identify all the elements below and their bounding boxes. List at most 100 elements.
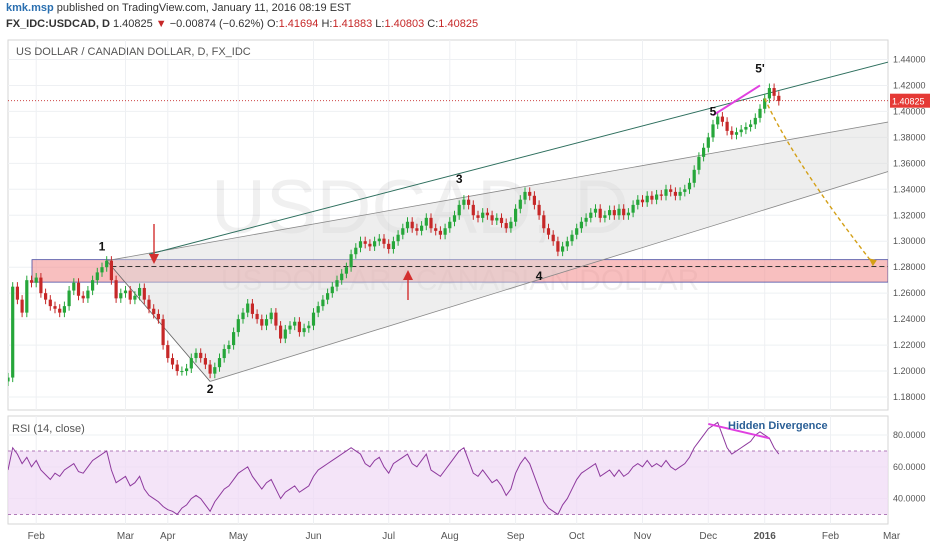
x-tick-label: Feb	[28, 531, 46, 542]
candle-body	[368, 243, 372, 247]
candle-body	[170, 358, 175, 365]
candle-body	[72, 282, 76, 291]
y-tick-label: 1.44000	[893, 54, 926, 64]
candle-body	[335, 280, 339, 287]
candle-body	[236, 319, 240, 333]
x-tick-label: Mar	[117, 531, 135, 542]
candle-body	[274, 312, 278, 326]
x-tick-label: Feb	[822, 531, 840, 542]
candle-body	[556, 241, 560, 252]
candle-body	[608, 210, 612, 216]
rsi-title: RSI (14, close)	[12, 423, 85, 435]
candle-body	[340, 273, 344, 281]
y-tick-label: 1.36000	[893, 158, 926, 168]
candle-body	[180, 371, 184, 373]
x-tick-label: Apr	[160, 531, 176, 542]
y-tick-label: 1.30000	[893, 236, 926, 246]
candle-body	[62, 306, 66, 313]
rsi-band	[8, 450, 888, 515]
high-value: 1.41883	[332, 18, 373, 30]
candle-body	[598, 208, 602, 218]
candle-body	[706, 137, 710, 148]
candle-body	[217, 358, 222, 368]
candle-body	[166, 345, 170, 359]
published-text: published on TradingView.com, January 11…	[56, 2, 352, 14]
candle-body	[138, 287, 142, 296]
candle-body	[758, 108, 762, 118]
x-tick-label: Jun	[305, 531, 321, 542]
candle-body	[377, 238, 381, 242]
candle-body	[485, 212, 489, 216]
candle-body	[302, 328, 306, 333]
hidden-divergence-label: Hidden Divergence	[728, 420, 828, 432]
rsi-y-tick-label: 40.0000	[893, 494, 926, 504]
change-down-icon: ▼	[155, 18, 167, 30]
rsi-y-tick-label: 60.0000	[893, 462, 926, 472]
chart-title: US DOLLAR / CANADIAN DOLLAR, D, FX_IDC	[16, 46, 251, 58]
candle-body	[528, 191, 532, 196]
candle-body	[396, 234, 400, 242]
resistance-zone	[31, 259, 888, 283]
candle-body	[241, 312, 245, 320]
candle-body	[100, 267, 104, 273]
candle-body	[589, 212, 593, 218]
candle-body	[655, 194, 659, 200]
candles-layer	[8, 83, 781, 386]
candle-body	[645, 195, 649, 203]
last-price-badge	[890, 93, 930, 108]
candle-body	[631, 204, 635, 213]
candle-body	[429, 217, 433, 229]
up-arrow-icon	[403, 270, 413, 280]
candle-body	[514, 208, 518, 222]
candle-body	[269, 312, 273, 320]
wave-label: 1	[99, 239, 106, 253]
author-link[interactable]: kmk.msp	[6, 2, 54, 14]
x-tick-label: Aug	[441, 531, 459, 542]
candle-body	[316, 306, 320, 313]
candle-body	[739, 129, 743, 133]
candle-body	[227, 345, 231, 349]
candle-body	[358, 241, 363, 248]
candle-body	[443, 228, 447, 235]
y-tick-label: 1.24000	[893, 314, 926, 324]
candle-body	[39, 277, 43, 294]
candle-body	[105, 260, 109, 268]
candle-body	[29, 280, 34, 283]
open-label: O:	[267, 18, 279, 30]
price-chart[interactable]: USDCAD, D US DOLLAR / CANADIAN DOLLAR 12…	[0, 38, 932, 550]
candle-body	[175, 364, 179, 372]
candle-body	[767, 88, 771, 99]
candle-body	[565, 241, 569, 247]
x-tick-label: Jul	[382, 531, 395, 542]
candle-body	[561, 246, 565, 252]
candle-body	[593, 208, 598, 213]
candle-body	[53, 306, 57, 309]
candle-body	[15, 286, 19, 300]
candle-body	[504, 223, 508, 229]
candle-body	[509, 221, 513, 229]
x-tick-label: Sep	[507, 531, 525, 542]
candle-body	[410, 221, 414, 229]
candle-body	[749, 124, 753, 127]
candle-body	[753, 117, 757, 125]
candle-body	[128, 290, 132, 300]
candle-body	[20, 299, 24, 313]
candle-body	[467, 199, 471, 205]
candle-body	[81, 295, 85, 299]
rsi-layer	[8, 421, 888, 516]
open-value: 1.41694	[278, 18, 319, 30]
candle-body	[123, 290, 128, 294]
chart-header: kmk.msp published on TradingView.com, Ja…	[6, 0, 926, 36]
candle-body	[363, 241, 367, 244]
candle-body	[532, 195, 536, 205]
divergence-rsi-line	[708, 422, 770, 440]
candle-body	[626, 212, 630, 216]
candle-body	[91, 280, 95, 291]
candle-body	[142, 287, 146, 300]
candle-body	[777, 95, 781, 102]
candle-body	[161, 319, 165, 346]
candle-body	[537, 204, 541, 216]
y-tick-label: 1.38000	[893, 132, 926, 142]
candle-body	[424, 217, 428, 226]
y-tick-label: 1.32000	[893, 210, 926, 220]
